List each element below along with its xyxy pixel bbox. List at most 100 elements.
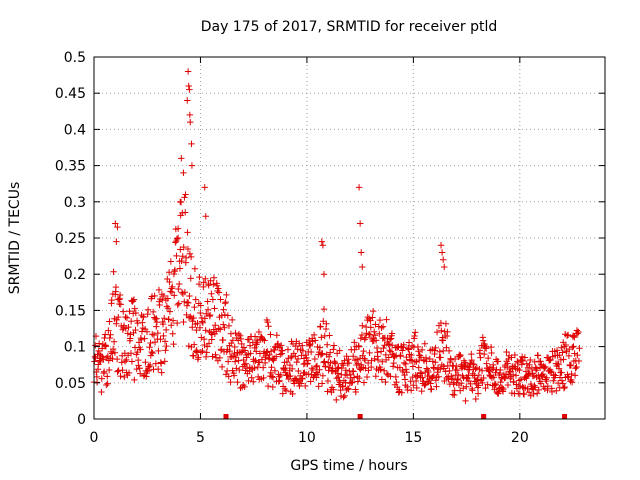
data-point: [314, 370, 322, 378]
data-point: [197, 349, 205, 356]
data-point: [398, 389, 405, 396]
data-point: [350, 374, 358, 381]
data-point: [568, 370, 575, 378]
data-point: [110, 268, 117, 275]
data-point: [182, 209, 189, 216]
data-point: [143, 373, 150, 380]
data-point: [251, 333, 259, 340]
data-point: [124, 330, 132, 337]
data-point: [290, 350, 298, 357]
data-point: [307, 378, 314, 385]
data-point: [330, 342, 338, 349]
data-point: [206, 311, 214, 319]
data-point: [393, 344, 401, 351]
data-point: [258, 356, 266, 363]
data-point: [209, 296, 217, 303]
y-tick-label: 0.3: [64, 195, 86, 211]
data-point: [361, 356, 369, 364]
data-point: [162, 326, 170, 334]
data-point: [228, 339, 235, 347]
data-point: [340, 394, 347, 401]
x-tick-label: 10: [298, 430, 316, 446]
data-point: [559, 380, 567, 387]
data-point: [188, 162, 196, 169]
data-point: [199, 319, 207, 326]
data-point: [425, 368, 432, 376]
data-point: [117, 372, 124, 380]
data-point: [127, 318, 135, 325]
data-point: [432, 359, 439, 366]
data-point: [504, 360, 511, 367]
data-point: [548, 388, 556, 396]
data-point: [336, 379, 344, 386]
data-point: [207, 277, 214, 284]
data-point: [389, 363, 397, 370]
data-point: [218, 363, 226, 371]
data-point: [297, 380, 305, 387]
data-point: [127, 350, 135, 357]
data-point: [365, 330, 373, 338]
y-tick-label: 0.5: [64, 50, 86, 66]
data-point: [430, 372, 437, 380]
data-point: [222, 298, 229, 306]
data-point: [191, 265, 199, 272]
data-point: [201, 184, 208, 191]
data-point: [237, 349, 245, 356]
data-point: [357, 335, 365, 342]
data-point: [169, 330, 176, 337]
data-point: [433, 328, 441, 336]
data-point: [119, 366, 126, 374]
data-point: [121, 358, 129, 365]
data-point: [418, 370, 425, 377]
data-point: [427, 380, 434, 387]
data-point: [180, 318, 187, 326]
data-point: [168, 322, 175, 329]
data-point: [120, 308, 127, 315]
data-point: [358, 249, 365, 256]
data-point: [198, 334, 205, 341]
data-point: [266, 351, 273, 359]
data-point: [347, 371, 355, 378]
data-point: [537, 380, 545, 387]
data-point: [232, 354, 240, 361]
data-point: [383, 370, 391, 378]
data-point: [437, 242, 445, 249]
data-point: [219, 336, 227, 344]
data-point: [210, 281, 217, 288]
data-point: [143, 328, 151, 335]
data-point: [345, 359, 353, 367]
data-point: [127, 331, 134, 338]
data-point: [190, 314, 197, 322]
data-point: [356, 220, 364, 227]
data-point: [164, 305, 172, 312]
data-point: [353, 356, 361, 363]
x-tick-label: 15: [404, 430, 422, 446]
data-point: [275, 378, 282, 385]
data-point: [242, 360, 250, 368]
data-point: [385, 340, 392, 348]
data-point: [247, 350, 254, 357]
data-point: [382, 378, 389, 386]
data-point: [561, 343, 568, 350]
data-point: [574, 351, 581, 359]
data-point: [316, 366, 323, 373]
data-point: [484, 354, 492, 362]
data-point: [234, 378, 241, 386]
data-point: [415, 348, 422, 355]
data-point: [313, 362, 321, 370]
data-point: [175, 285, 182, 293]
data-point: [345, 356, 352, 363]
data-point: [187, 253, 195, 261]
data-point: [356, 374, 363, 382]
data-point: [544, 382, 552, 390]
data-point: [558, 344, 565, 351]
data-point: [534, 352, 542, 359]
data-point: [267, 331, 274, 338]
data-point: [202, 275, 209, 282]
data-point: [545, 357, 553, 364]
data-point: [520, 391, 528, 398]
data-point: [552, 372, 559, 379]
data-point: [541, 385, 549, 392]
data-point: [428, 385, 435, 393]
data-point: [377, 348, 385, 355]
